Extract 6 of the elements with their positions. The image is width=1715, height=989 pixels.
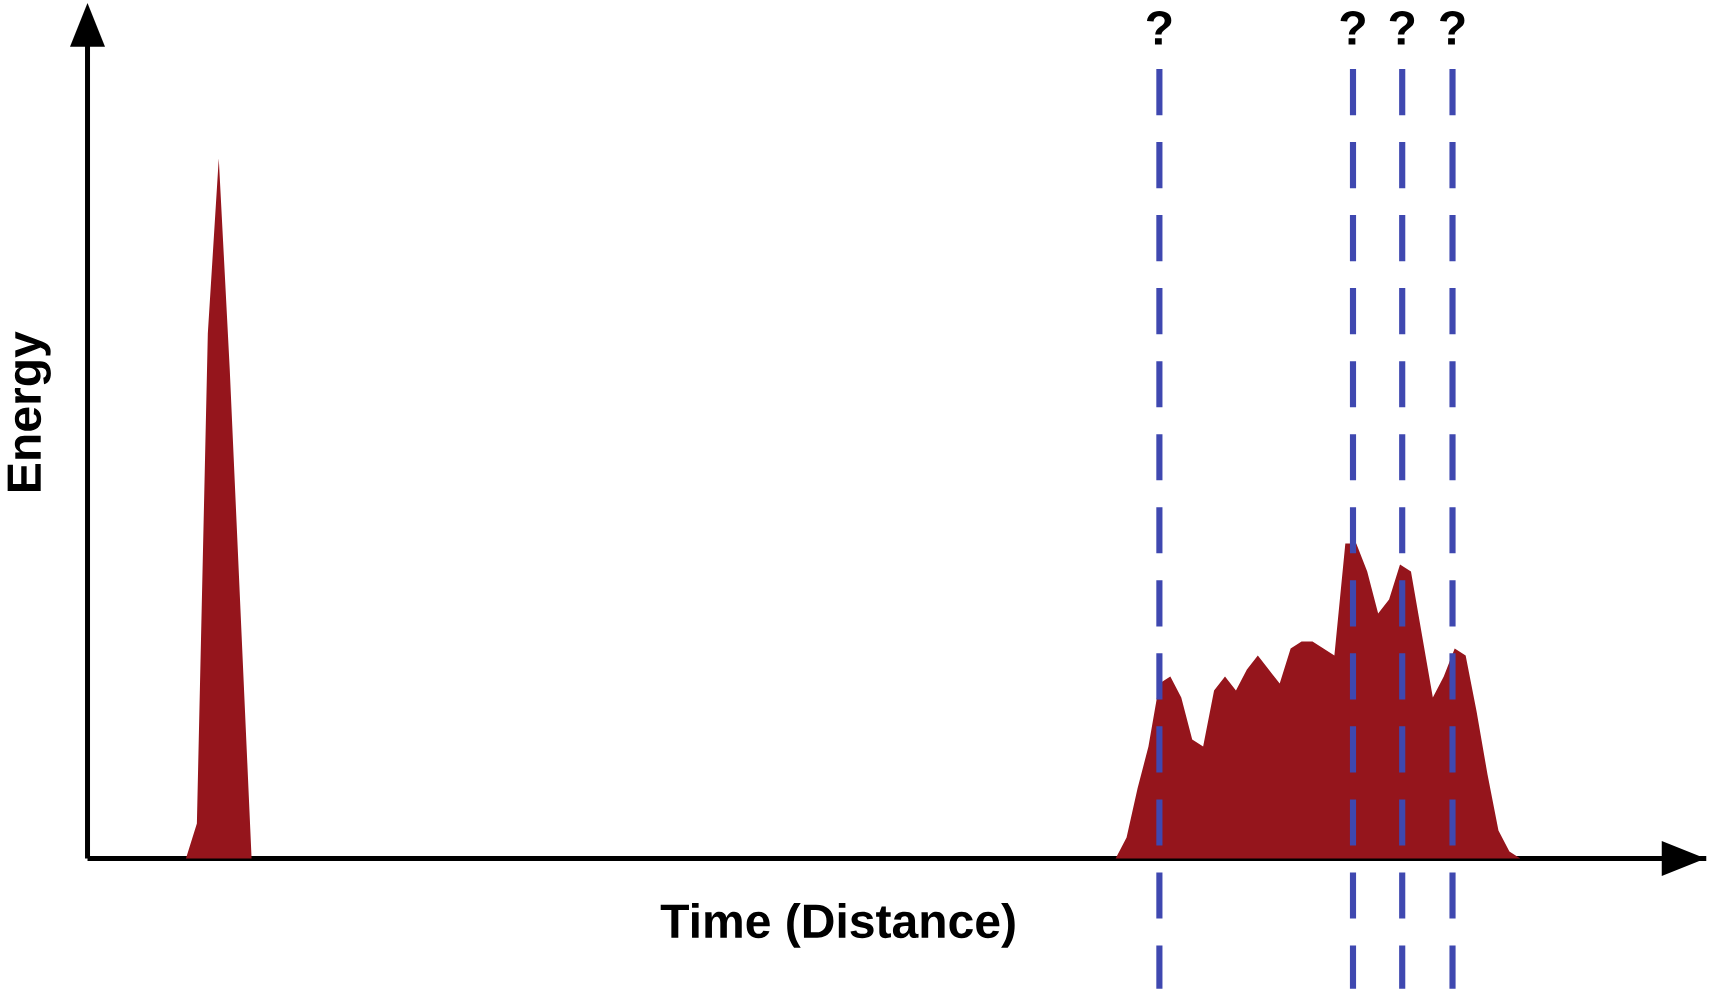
text: ? bbox=[1389, 11, 1415, 45]
x-axis-title: Time (Distance) bbox=[660, 903, 1015, 948]
y-axis-title: Energy bbox=[7, 331, 51, 492]
text: ? bbox=[1146, 11, 1172, 45]
text: ? bbox=[1440, 11, 1465, 45]
text: ? bbox=[1340, 11, 1365, 45]
